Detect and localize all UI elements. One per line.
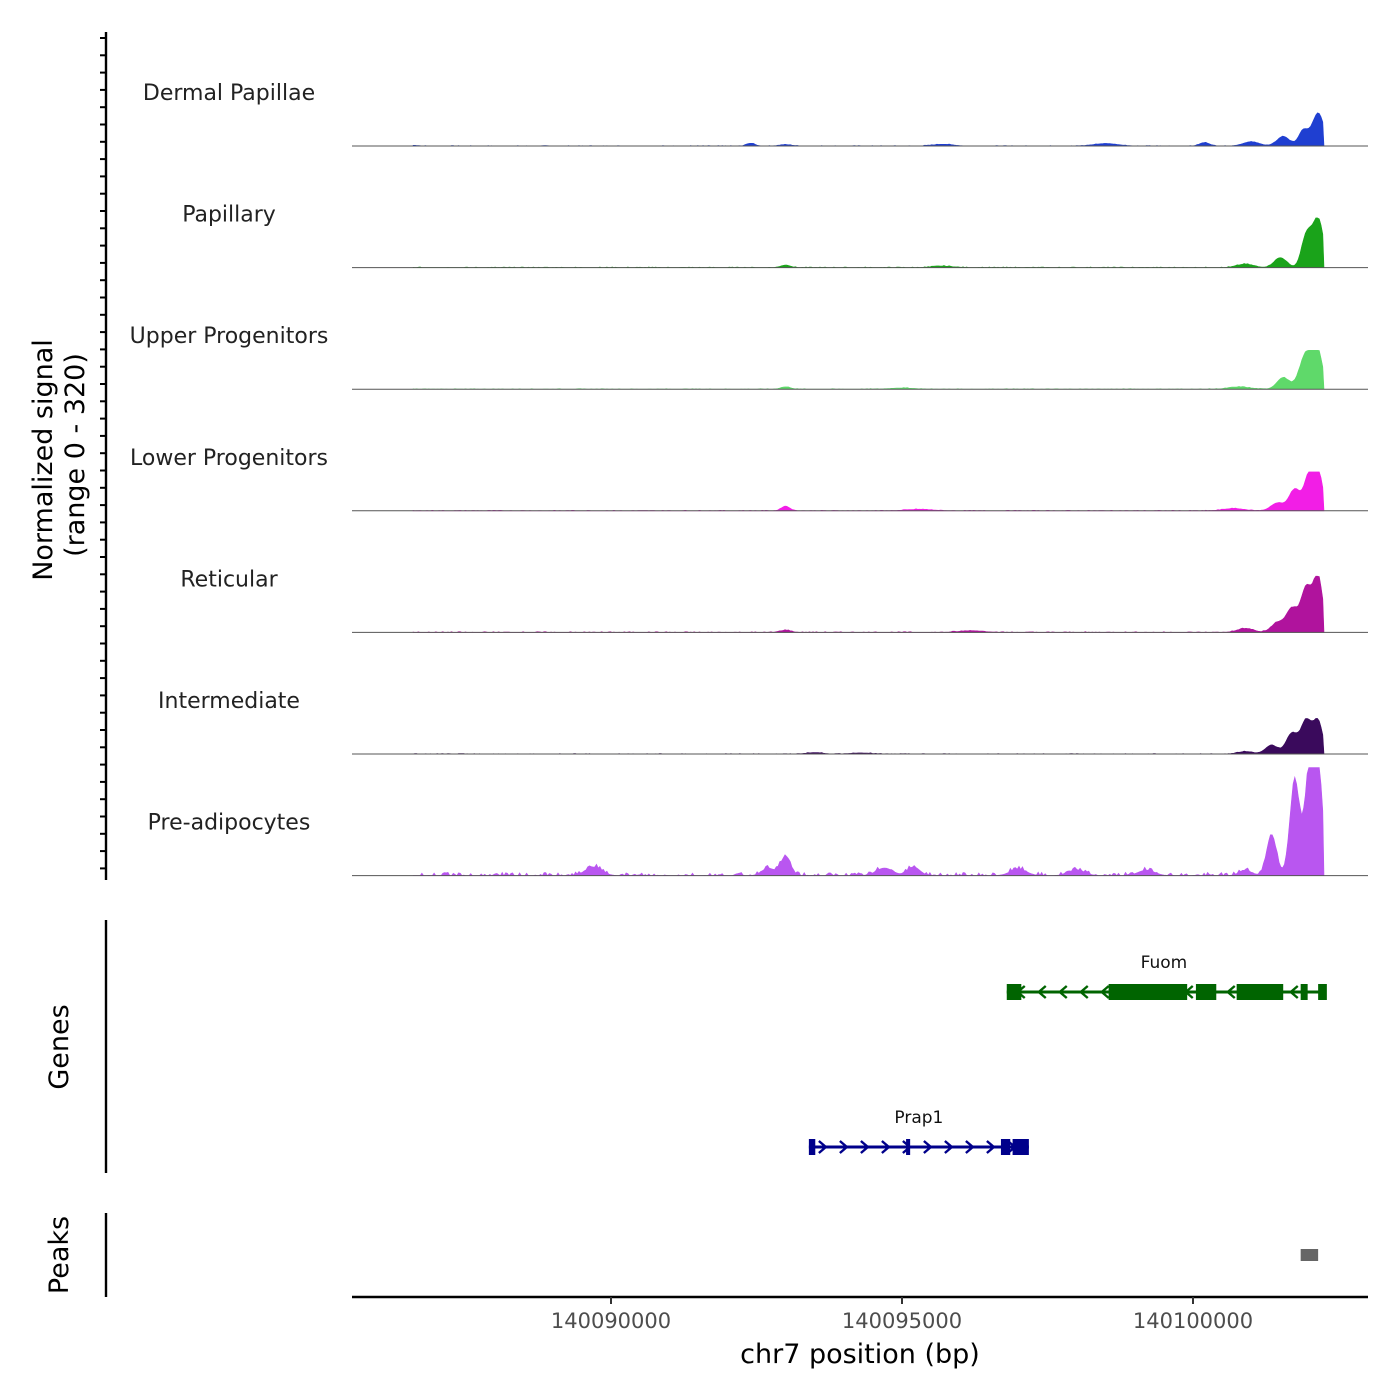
genes-track-label: Genes: [44, 1004, 75, 1089]
track-intermediate: Intermediate: [158, 689, 1368, 755]
signal-tracks: Dermal Papillae Papillary Upper Progenitor…: [100, 32, 1368, 880]
track-label: Intermediate: [158, 689, 300, 714]
signal-area: [412, 112, 1325, 147]
gene-label: Fuom: [1141, 953, 1188, 973]
gene-exon: [906, 1139, 911, 1155]
y-axis-title-range: (range 0 - 320): [60, 353, 91, 557]
x-tick-label: 140090000: [551, 1309, 671, 1333]
strand-arrow: [986, 1140, 996, 1154]
gene-exon: [808, 1139, 816, 1155]
track-label: Reticular: [180, 567, 278, 592]
strand-arrow: [1288, 985, 1299, 999]
signal-area: [412, 718, 1325, 755]
y-axis: [100, 32, 108, 880]
peaks-track-label: Peaks: [44, 1216, 75, 1294]
strand-arrow: [1099, 985, 1110, 999]
gene-exon: [1300, 984, 1308, 1000]
strand-arrow: [1057, 985, 1068, 999]
strand-arrow: [1225, 985, 1236, 999]
gene-exon: [1262, 984, 1284, 1000]
strand-arrow: [881, 1140, 891, 1154]
gene-exon: [1236, 984, 1266, 1000]
track-upper-progenitors: Upper Progenitors: [130, 324, 1368, 390]
track-lower-progenitors: Lower Progenitors: [130, 446, 1368, 512]
genes-track: Genes Fuom Prap1: [44, 920, 1327, 1173]
track-papillary: Papillary: [182, 203, 1368, 269]
signal-area: [413, 767, 1325, 877]
x-tick-label: 140100000: [1133, 1309, 1253, 1333]
strand-arrow: [860, 1140, 870, 1154]
track-label: Pre-adipocytes: [148, 811, 311, 836]
track-pre-adipocytes: Pre-adipocytes: [148, 767, 1368, 877]
signal-area: [412, 217, 1325, 268]
strand-arrow: [965, 1140, 975, 1154]
track-reticular: Reticular: [180, 567, 1368, 633]
peak-region: [1300, 1249, 1319, 1261]
gene-fuom: Fuom: [1006, 953, 1327, 1000]
x-tick-label: 140095000: [842, 1309, 962, 1333]
track-label: Dermal Papillae: [143, 81, 315, 106]
x-axis-title: chr7 position (bp): [740, 1339, 980, 1370]
gene-exon: [1195, 984, 1217, 1000]
gene-prap1: Prap1: [808, 1108, 1029, 1155]
strand-arrow: [839, 1140, 849, 1154]
strand-arrow: [1036, 985, 1047, 999]
gene-exon: [1108, 984, 1179, 1000]
strand-arrow: [818, 1140, 828, 1154]
gene-exon: [1318, 984, 1327, 1000]
gene-label: Prap1: [894, 1108, 943, 1128]
x-axis: chr7 position (bp) 140090000 140095000 140…: [352, 1295, 1368, 1370]
gene-exon: [1000, 1139, 1011, 1155]
signal-area: [412, 471, 1325, 512]
strand-arrow: [1078, 985, 1089, 999]
strand-arrow: [923, 1140, 933, 1154]
signal-area: [412, 350, 1325, 390]
track-dermal-papillae: Dermal Papillae: [143, 81, 1368, 147]
signal-area: [412, 575, 1325, 633]
y-axis-title-main: Normalized signal: [28, 339, 59, 581]
track-label: Upper Progenitors: [130, 324, 329, 349]
gene-exon: [1006, 984, 1022, 1000]
track-label: Papillary: [182, 203, 276, 228]
y-axis-title: Normalized signal (range 0 - 320): [28, 339, 91, 581]
gene-exon: [1012, 1139, 1029, 1155]
gene-exon: [1169, 984, 1188, 1000]
peaks-track: Peaks: [44, 1213, 1319, 1297]
strand-arrow: [944, 1140, 954, 1154]
track-label: Lower Progenitors: [130, 446, 328, 471]
